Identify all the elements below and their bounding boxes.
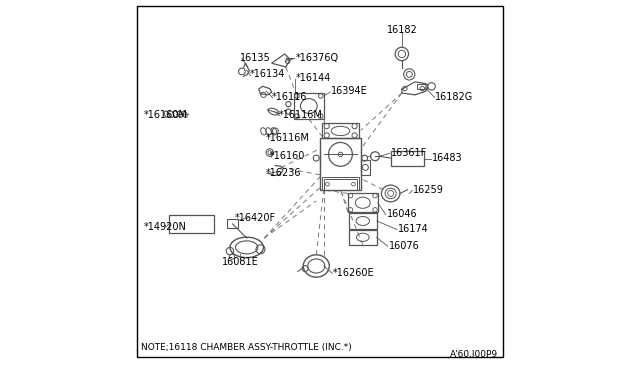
Bar <box>227 219 238 228</box>
Bar <box>349 213 377 229</box>
Bar <box>320 138 361 190</box>
Bar <box>390 151 424 166</box>
Text: 16394E: 16394E <box>331 86 368 96</box>
Text: 16182: 16182 <box>387 25 417 35</box>
Text: 16081E: 16081E <box>221 257 259 267</box>
Text: *16420F: *16420F <box>234 213 276 222</box>
Bar <box>170 215 214 232</box>
Text: 16076: 16076 <box>389 241 420 250</box>
Text: *16144: *16144 <box>296 73 331 83</box>
Text: *16160M: *16160M <box>143 110 187 120</box>
Bar <box>417 84 427 89</box>
Text: 16174: 16174 <box>398 224 429 234</box>
Text: *16160: *16160 <box>270 151 305 161</box>
Text: 16182G: 16182G <box>435 92 474 102</box>
Text: 16361F: 16361F <box>390 148 427 157</box>
Bar <box>322 177 359 190</box>
Bar <box>348 193 378 212</box>
Text: *16260E: *16260E <box>333 269 374 278</box>
Text: NOTE;16118 CHAMBER ASSY-THROTTLE (INC.*): NOTE;16118 CHAMBER ASSY-THROTTLE (INC.*) <box>141 343 351 352</box>
Text: 16135: 16135 <box>240 53 271 62</box>
Text: *16116: *16116 <box>271 92 307 102</box>
Text: *16376Q: *16376Q <box>296 53 339 62</box>
Text: *16116M: *16116M <box>266 133 310 142</box>
Text: 16259: 16259 <box>413 185 444 195</box>
Bar <box>294 93 324 119</box>
Bar <box>324 179 357 190</box>
Bar <box>349 230 376 245</box>
Text: *16236: *16236 <box>266 168 301 178</box>
Text: 16483: 16483 <box>431 153 462 163</box>
Text: *16116M: *16116M <box>279 110 323 120</box>
Text: A'60,I00P9: A'60,I00P9 <box>450 350 498 359</box>
Text: 16046: 16046 <box>387 209 417 219</box>
Bar <box>361 160 370 175</box>
Text: *16134: *16134 <box>250 70 285 79</box>
Bar <box>322 123 359 138</box>
Text: *14920N: *14920N <box>143 222 186 232</box>
